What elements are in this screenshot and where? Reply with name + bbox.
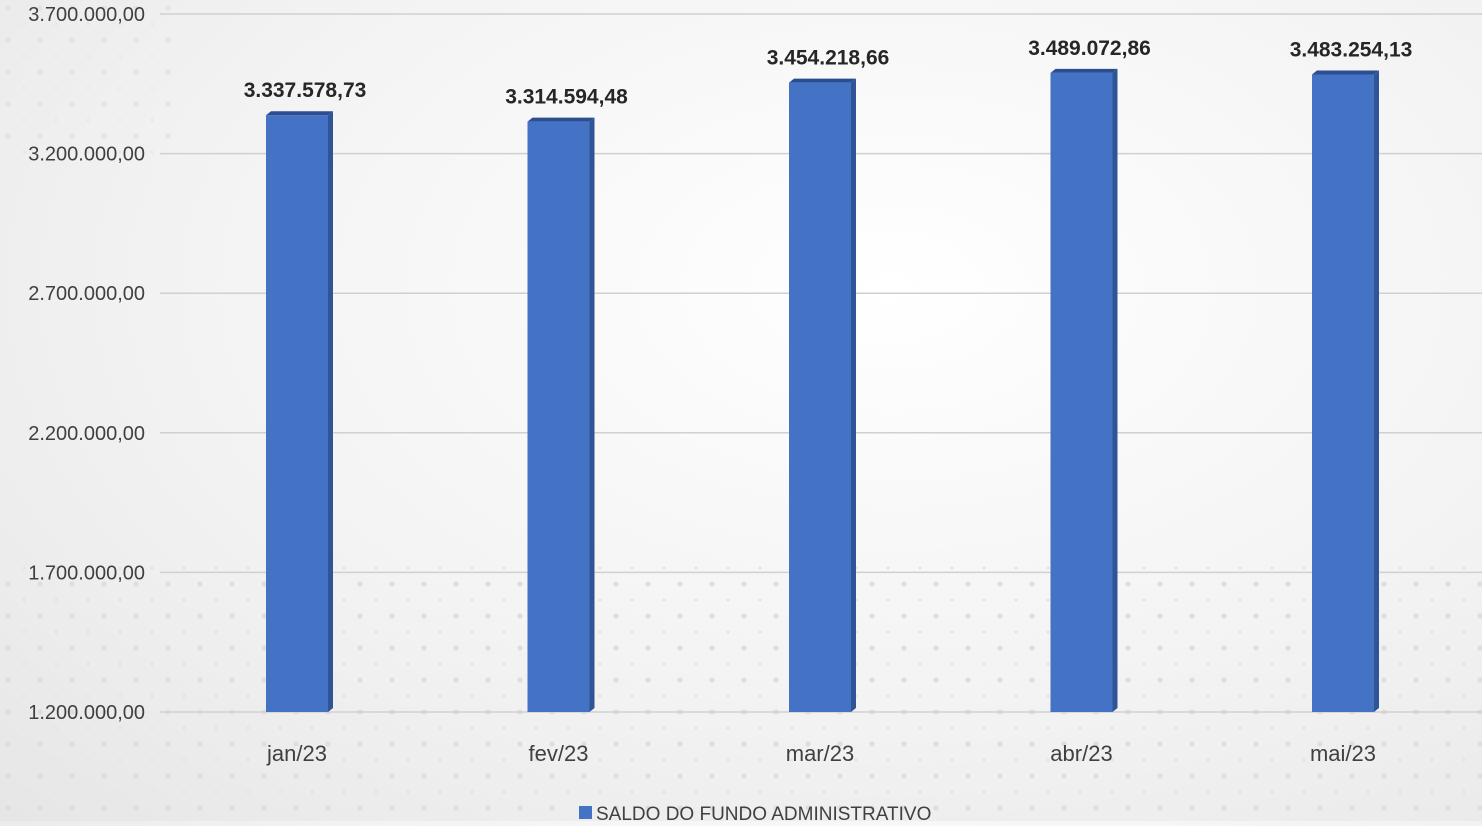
x-axis: jan/23 fev/23 mar/23 abr/23 mai/23 bbox=[266, 741, 1376, 766]
bar bbox=[789, 78, 856, 713]
bar-front bbox=[266, 115, 328, 713]
bar bbox=[266, 111, 333, 713]
x-tick-label: fev/23 bbox=[529, 741, 589, 766]
legend-label: SALDO DO FUNDO ADMINISTRATIVO bbox=[596, 804, 931, 821]
y-tick-label: 3.700.000,00 bbox=[28, 4, 145, 26]
data-label: 3.454.218,66 bbox=[767, 47, 890, 70]
x-tick-label: mai/23 bbox=[1310, 741, 1376, 766]
bar-front bbox=[527, 121, 590, 712]
bar-side bbox=[851, 78, 856, 713]
y-tick-label: 1.700.000,00 bbox=[28, 562, 145, 584]
bar-top bbox=[789, 78, 856, 83]
data-labels: 3.337.578,73 3.314.594,48 3.454.218,66 3.48… bbox=[244, 37, 1413, 109]
bar-side bbox=[1374, 70, 1379, 713]
bar-front bbox=[1050, 72, 1113, 712]
bar-top bbox=[527, 117, 595, 122]
data-label: 3.489.072,86 bbox=[1028, 37, 1151, 60]
y-axis: 1.200.000,00 1.700.000,00 2.200.000,00 2.70… bbox=[28, 4, 145, 724]
bar bbox=[527, 117, 595, 712]
data-label: 3.314.594,48 bbox=[505, 86, 628, 109]
legend: SALDO DO FUNDO ADMINISTRATIVO bbox=[579, 804, 931, 825]
y-tick-label: 2.700.000,00 bbox=[28, 283, 145, 305]
bar-top bbox=[266, 111, 333, 116]
data-label: 3.483.254,13 bbox=[1290, 39, 1413, 62]
bar-front bbox=[789, 82, 851, 713]
bar-front bbox=[1312, 74, 1374, 713]
data-label: 3.337.578,73 bbox=[244, 79, 367, 102]
y-tick-label: 2.200.000,00 bbox=[28, 423, 145, 445]
x-tick-label: mar/23 bbox=[786, 741, 854, 766]
bar bbox=[1312, 70, 1379, 713]
bar-side bbox=[1112, 68, 1118, 712]
x-tick-label: abr/23 bbox=[1050, 741, 1112, 766]
legend-swatch bbox=[579, 806, 592, 819]
bar-side bbox=[589, 117, 595, 712]
bar bbox=[1050, 68, 1118, 712]
bars bbox=[266, 68, 1379, 713]
y-tick-label: 3.200.000,00 bbox=[28, 144, 145, 166]
bar-top bbox=[1050, 68, 1118, 73]
bar-side bbox=[328, 111, 333, 713]
x-tick-label: jan/23 bbox=[266, 741, 327, 766]
y-tick-label: 1.200.000,00 bbox=[28, 702, 145, 724]
bar-top bbox=[1312, 70, 1379, 75]
